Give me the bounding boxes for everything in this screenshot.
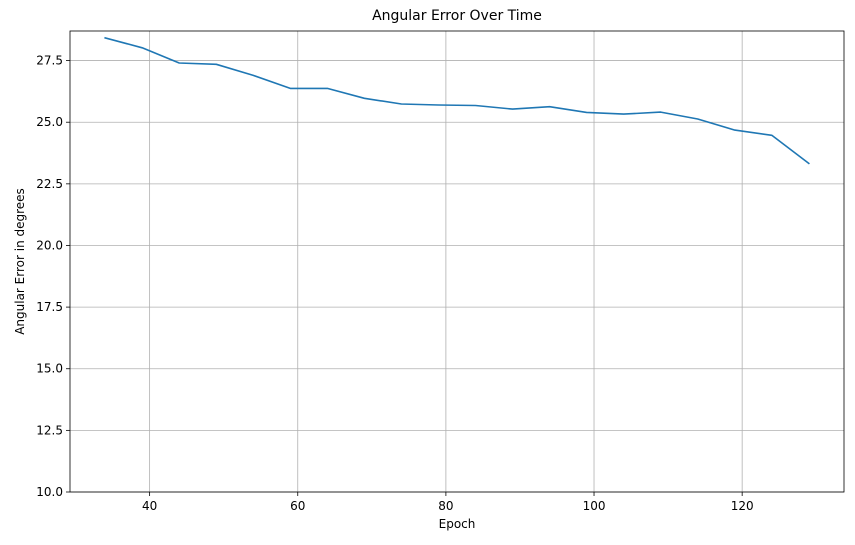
y-tick-label: 17.5 bbox=[36, 300, 63, 314]
x-tick-label: 40 bbox=[142, 499, 157, 513]
x-tick-label: 120 bbox=[731, 499, 754, 513]
series-line bbox=[104, 36, 810, 165]
y-axis-ticks: 10.0 12.5 15.0 17.5 20.0 22.5 25.0 27.5 bbox=[36, 54, 70, 499]
x-tick-label: 60 bbox=[290, 499, 305, 513]
y-tick-label: 22.5 bbox=[36, 177, 63, 191]
x-axis-ticks: 40 60 80 100 120 bbox=[142, 492, 754, 513]
x-tick-label: 100 bbox=[583, 499, 606, 513]
series-group bbox=[104, 36, 810, 165]
plot-frame bbox=[69, 30, 845, 493]
chart-title: Angular Error Over Time bbox=[372, 8, 542, 24]
y-axis-label: Angular Error in degrees bbox=[13, 188, 27, 335]
y-tick-label: 10.0 bbox=[36, 485, 63, 499]
x-tick-label: 80 bbox=[438, 499, 453, 513]
y-tick-label: 27.5 bbox=[36, 54, 63, 68]
y-tick-label: 15.0 bbox=[36, 362, 63, 376]
x-axis-label: Epoch bbox=[439, 517, 476, 531]
y-tick-label: 20.0 bbox=[36, 238, 63, 252]
y-tick-label: 25.0 bbox=[36, 115, 63, 129]
y-tick-label: 12.5 bbox=[36, 423, 63, 437]
